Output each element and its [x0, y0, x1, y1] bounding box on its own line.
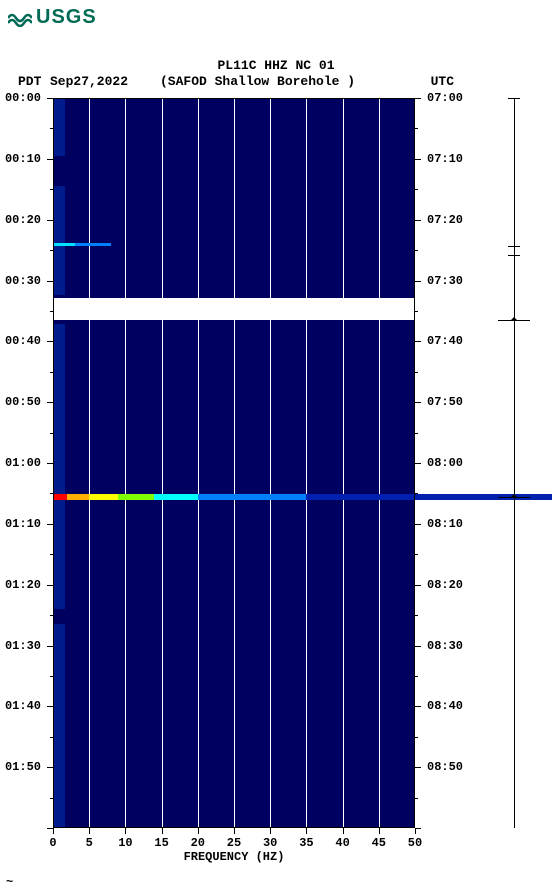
tz-right-label: UTC	[431, 74, 454, 89]
x-axis-title: FREQUENCY (HZ)	[53, 850, 415, 864]
spectrogram-plot	[53, 98, 415, 828]
spectrogram-figure: USGS PL11C HHZ NC 01 PDT Sep27,2022 (SAF…	[0, 0, 552, 893]
time-tick-label: 07:40	[427, 334, 463, 348]
gridline	[234, 98, 235, 828]
time-tick-label: 00:10	[5, 152, 41, 166]
wave-icon	[8, 9, 32, 27]
seismo-spike	[498, 497, 530, 498]
tz-left-label: PDT	[18, 74, 41, 89]
time-tick-label: 07:00	[427, 91, 463, 105]
left-time-axis: 00:0000:1000:2000:3000:4000:5001:0001:10…	[0, 98, 53, 828]
time-tick-label: 01:10	[5, 517, 41, 531]
frequency-axis: FREQUENCY (HZ) 05101520253035404550	[53, 828, 415, 868]
logo-text: USGS	[36, 6, 97, 29]
x-tick-label: 10	[118, 836, 132, 850]
x-tick-label: 40	[335, 836, 349, 850]
date-label: Sep27,2022	[50, 74, 128, 89]
gridline	[198, 98, 199, 828]
low-freq-noise	[53, 186, 65, 296]
gridline	[162, 98, 163, 828]
gridline	[343, 98, 344, 828]
low-freq-noise	[53, 324, 65, 609]
x-tick-label: 50	[408, 836, 422, 850]
seismograph-trace	[488, 98, 540, 828]
usgs-logo: USGS	[8, 6, 97, 29]
time-tick-label: 08:30	[427, 639, 463, 653]
time-tick-label: 07:30	[427, 274, 463, 288]
data-gap	[53, 298, 415, 320]
time-tick-label: 07:10	[427, 152, 463, 166]
x-tick-label: 35	[299, 836, 313, 850]
seismo-baseline	[514, 98, 515, 828]
gridline	[306, 98, 307, 828]
time-tick-label: 01:20	[5, 578, 41, 592]
time-tick-label: 00:50	[5, 395, 41, 409]
time-tick-label: 01:50	[5, 760, 41, 774]
time-tick-label: 01:00	[5, 456, 41, 470]
time-tick-label: 08:20	[427, 578, 463, 592]
time-tick-label: 08:10	[427, 517, 463, 531]
seismo-spike	[498, 320, 530, 321]
station-title: PL11C HHZ NC 01	[0, 58, 552, 73]
gridline	[270, 98, 271, 828]
x-tick-label: 20	[191, 836, 205, 850]
seismo-tick	[508, 255, 520, 256]
time-tick-label: 01:30	[5, 639, 41, 653]
time-tick-label: 08:40	[427, 699, 463, 713]
right-time-axis: 07:0007:1007:2007:3007:4007:5008:0008:10…	[415, 98, 470, 828]
x-tick-label: 25	[227, 836, 241, 850]
gridline	[379, 98, 380, 828]
seismo-top-cap	[508, 98, 520, 99]
time-tick-label: 00:40	[5, 334, 41, 348]
time-tick-label: 00:00	[5, 91, 41, 105]
time-tick-label: 08:00	[427, 456, 463, 470]
location-label: (SAFOD Shallow Borehole )	[160, 74, 355, 89]
time-tick-label: 00:30	[5, 274, 41, 288]
time-tick-label: 00:20	[5, 213, 41, 227]
time-tick-label: 07:50	[427, 395, 463, 409]
gridline	[89, 98, 90, 828]
x-tick-label: 5	[86, 836, 93, 850]
x-tick-label: 30	[263, 836, 277, 850]
x-tick-label: 15	[154, 836, 168, 850]
x-tick-label: 0	[49, 836, 56, 850]
low-freq-noise	[53, 98, 65, 156]
footer-mark: ~	[6, 875, 13, 889]
time-tick-label: 07:20	[427, 213, 463, 227]
time-tick-label: 01:40	[5, 699, 41, 713]
seismo-tick	[508, 246, 520, 247]
x-tick-label: 45	[372, 836, 386, 850]
gridline	[125, 98, 126, 828]
time-tick-label: 08:50	[427, 760, 463, 774]
low-freq-noise	[53, 624, 65, 828]
